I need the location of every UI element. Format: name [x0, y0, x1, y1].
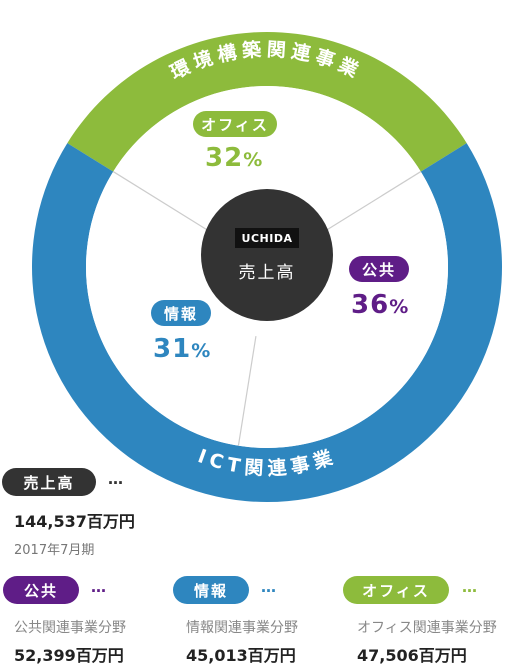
slice-label-info: 情報 — [151, 300, 211, 326]
center-circle — [201, 189, 333, 321]
slice-percent-info: 31% — [153, 334, 212, 364]
legend-office-badge: オフィス — [343, 576, 449, 604]
ring-segment-environment — [67, 31, 467, 172]
legend-info-badge: 情報 — [173, 576, 249, 604]
slice-label-public: 公共 — [349, 256, 409, 282]
center-label: 売上高 — [238, 263, 296, 283]
legend-total-dots: … — [108, 470, 125, 488]
sales-donut-chart: 環境構築関連事業 ICT関連事業 — [31, 31, 503, 502]
legend-info-desc: 情報関連事業分野 — [186, 620, 298, 636]
slice-percent-public: 36% — [351, 290, 410, 320]
divider-info-office — [112, 171, 208, 231]
uchida-logo: UCHIDA — [235, 228, 299, 248]
legend-office-desc: オフィス関連事業分野 — [357, 620, 497, 636]
legend-total-date: 2017年7月期 — [14, 543, 95, 558]
ring-segment-ict — [31, 143, 503, 502]
legend-info-amount: 45,013百万円 — [186, 646, 296, 665]
divider-office-public — [326, 171, 422, 231]
legend-info-dots: … — [261, 578, 278, 596]
divider-public-info — [237, 336, 257, 446]
slice-label-office: オフィス — [193, 111, 277, 137]
legend-public-badge: 公共 — [3, 576, 79, 604]
legend-total-badge: 売上高 — [2, 468, 96, 496]
legend-office-dots: … — [462, 578, 479, 596]
legend-total-amount: 144,537百万円 — [14, 512, 135, 531]
legend-public-desc: 公共関連事業分野 — [14, 620, 126, 636]
legend-public-dots: … — [91, 578, 108, 596]
slice-percent-office: 32% — [205, 143, 264, 173]
legend-office-amount: 47,506百万円 — [357, 646, 467, 665]
legend-public-amount: 52,399百万円 — [14, 646, 124, 665]
